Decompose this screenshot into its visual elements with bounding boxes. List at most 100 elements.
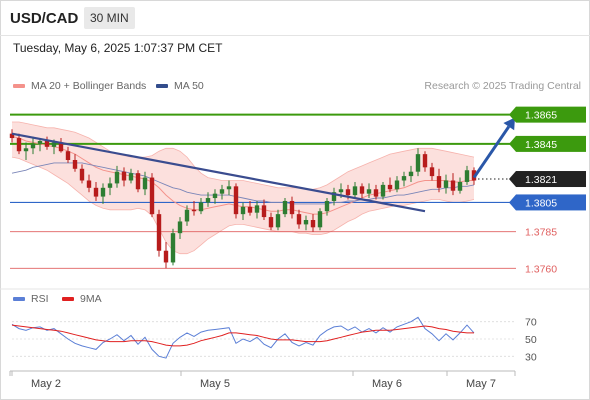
candle-body	[366, 189, 372, 194]
level-tag-1-3805	[516, 194, 586, 211]
level-tag-pointer	[509, 106, 516, 123]
candle-body	[240, 206, 246, 215]
candle-body	[247, 206, 253, 213]
candle-body	[310, 220, 316, 228]
candle-body	[198, 202, 204, 212]
candle-body	[142, 177, 148, 190]
candle-body	[156, 214, 162, 251]
candle-body	[282, 200, 288, 215]
candle-body	[219, 189, 225, 194]
candle-body	[79, 168, 85, 181]
candle-body	[401, 176, 407, 181]
rsi-panel-group: 70 50 30	[0, 288, 590, 363]
candle-body	[114, 171, 120, 184]
drawings-group	[11, 117, 515, 213]
chart-header: USD/CAD 30 MIN	[0, 0, 590, 36]
rsi-tick-label: 30	[525, 351, 537, 363]
level-tag-1-3821	[516, 171, 586, 188]
candle-body	[184, 209, 190, 222]
candle-body	[9, 133, 15, 139]
x-axis-label: May 7	[466, 378, 496, 390]
candle-body	[380, 184, 386, 197]
candle-body	[422, 154, 428, 168]
candle-body	[191, 209, 197, 212]
candle-body	[149, 177, 155, 215]
candle-body	[37, 140, 43, 144]
x-axis-label: May 5	[200, 378, 230, 390]
candle-body	[170, 233, 176, 263]
candle-body	[275, 214, 281, 228]
candle-body	[443, 180, 449, 188]
candle-body	[415, 154, 421, 172]
level-tag-1-3845	[516, 135, 586, 152]
candle-body	[121, 171, 127, 181]
rsi-tick-label: 70	[525, 317, 537, 329]
ma50-line	[11, 162, 475, 205]
candle-body	[359, 186, 365, 194]
candle-body	[128, 173, 134, 181]
candle-body	[436, 176, 442, 188]
forecast-arrow-head	[503, 117, 515, 131]
level-label-1-3865: 1.3865	[525, 110, 557, 122]
symbol-title: USD/CAD	[10, 10, 79, 27]
candle-body	[296, 214, 302, 225]
candle-body	[86, 180, 92, 188]
forecast-arrow-shaft	[472, 125, 511, 179]
rsi-swatch	[13, 297, 25, 301]
level-label-1-3845: 1.3845	[525, 139, 557, 151]
legend-ma9-label: 9MA	[80, 293, 102, 305]
candle-body	[268, 217, 274, 228]
bollinger-band-area	[12, 122, 474, 254]
candle-body	[65, 151, 71, 160]
candle-body	[163, 250, 169, 263]
legend-ma50: MA 50	[156, 80, 204, 92]
candle-body	[177, 221, 183, 234]
x-axis-label: May 6	[372, 378, 402, 390]
candle-body	[457, 181, 463, 191]
legend-ma9: 9MA	[62, 293, 102, 305]
interval-button[interactable]: 30 MIN	[84, 7, 135, 29]
rsi-ma9-line	[11, 324, 474, 347]
level-label-1-3785: 1.3785	[525, 227, 557, 239]
candle-body	[23, 148, 29, 152]
level-tag-1-3865	[516, 106, 586, 123]
rsi-line	[11, 316, 475, 359]
candle-body	[324, 200, 330, 212]
legend-ma50-label: MA 50	[174, 80, 204, 92]
candle-body	[408, 171, 414, 177]
legend-rsi-label: RSI	[31, 293, 49, 305]
level-label-1-3821: 1.3821	[525, 174, 557, 186]
candle-body	[261, 205, 267, 218]
candle-body	[205, 198, 211, 203]
legend-ma20-label: MA 20 + Bollinger Bands	[31, 80, 147, 92]
legend-ma20: MA 20 + Bollinger Bands	[13, 80, 146, 92]
candle-body	[44, 140, 50, 147]
level-label-1-3805: 1.3805	[525, 197, 557, 209]
research-credit: Research © 2025 Trading Central	[424, 80, 581, 92]
candles-group	[9, 129, 477, 269]
x-axis-group: May 2 May 5 May 6 May 7	[9, 370, 516, 390]
candle-body	[394, 180, 400, 190]
candle-body	[93, 187, 99, 197]
candle-body	[16, 138, 22, 152]
candle-body	[352, 186, 358, 196]
candle-body	[58, 142, 64, 152]
candle-body	[464, 170, 470, 182]
levels-group	[10, 113, 516, 269]
ma9-swatch	[62, 297, 74, 301]
header-divider	[0, 35, 590, 36]
level-tag-pointer	[509, 171, 516, 188]
candle-body	[450, 180, 456, 191]
candle-body	[254, 205, 260, 213]
candle-body	[135, 173, 141, 190]
candle-body	[387, 184, 393, 190]
ma20-swatch	[13, 84, 25, 88]
candle-body	[338, 189, 344, 193]
candle-body	[51, 142, 57, 147]
x-axis-label: May 2	[31, 378, 61, 390]
candle-body	[226, 186, 232, 190]
candle-body	[345, 189, 351, 196]
candle-body	[212, 193, 218, 199]
level-labels-group: 1.3865 1.3845 1.3821 1.3805 1.3785 1.3760	[509, 106, 586, 275]
